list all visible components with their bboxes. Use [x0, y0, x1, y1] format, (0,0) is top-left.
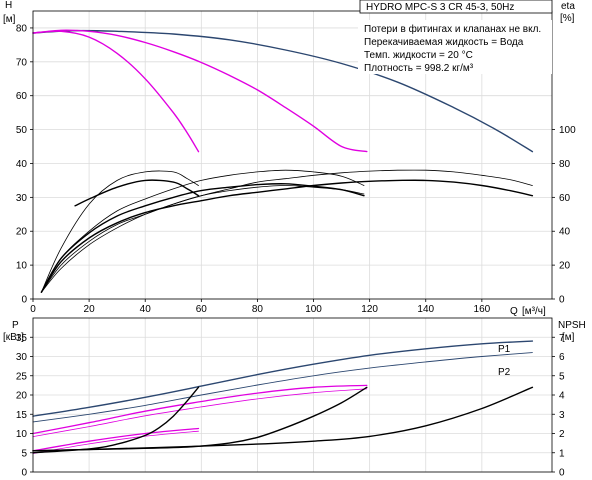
right-tick-label: 6 [559, 352, 565, 363]
right-tick-label: 60 [559, 193, 571, 204]
power-series-line-2 [32, 352, 533, 423]
left-tick-label: 10 [16, 261, 28, 272]
right-tick-label: 7 [559, 333, 565, 344]
right-tick-label: 0 [559, 295, 565, 306]
right-tick-label: 3 [559, 410, 565, 421]
p1-series-label: P1 [498, 344, 511, 355]
conditions-legend: Потери в фитингах и клапанах не вкл. Пер… [358, 20, 552, 74]
head-series-line-7 [41, 169, 533, 293]
power-series-line-6 [32, 430, 199, 454]
right-tick-label: 40 [559, 227, 571, 238]
power-series-line-5 [32, 427, 200, 452]
npsh-axis-label: NPSH [558, 320, 586, 331]
power-npsh-curves [32, 340, 534, 454]
left-tick-label: 20 [16, 391, 28, 402]
legend-line-fittings: Потери в фитингах и клапанах не вкл. [364, 23, 541, 35]
left-tick-label: 0 [21, 468, 27, 479]
left-tick-label: 30 [16, 193, 28, 204]
chart-title: HYDRO MPC-S 3 CR 45-3, 50Hz [366, 2, 514, 13]
x-tick-label: 20 [84, 304, 96, 315]
x-tick-label: 100 [305, 304, 322, 315]
left-tick-label: 50 [16, 125, 28, 136]
x-tick-label: 0 [30, 304, 36, 315]
right-tick-label: 0 [559, 468, 565, 479]
head-axis-label: H [5, 0, 12, 11]
eta-axis-label: eta [561, 1, 575, 12]
left-tick-label: 30 [16, 352, 28, 363]
head-axis-ticks: 0 20 40 60 80 100 120 140 160 0 10 20 30 40 50 60 70 80 0 2… [16, 23, 576, 315]
right-tick-label: 80 [559, 159, 571, 170]
eta-axis-unit: [%] [560, 13, 575, 24]
right-tick-label: 100 [559, 125, 576, 136]
x-tick-label: 140 [417, 304, 434, 315]
x-tick-label: 80 [252, 304, 264, 315]
npsh-axis-unit: [м] [562, 332, 575, 343]
power-series-line-9 [32, 386, 200, 454]
head-plot-frame [32, 10, 553, 300]
legend-line-density: Плотность = 998.2 кг/м³ [364, 63, 474, 74]
flow-axis-label: Q [510, 306, 518, 317]
right-tick-label: 5 [559, 371, 565, 382]
right-tick-label: 1 [559, 448, 565, 459]
head-efficiency-panel: 0 20 40 60 80 100 120 140 160 0 10 20 30 40 50 60 70 80 0 2… [3, 0, 576, 317]
left-tick-label: 0 [21, 295, 27, 306]
left-tick-label: 20 [16, 227, 28, 238]
head-axis-unit: [м] [3, 14, 16, 25]
head-series-line-9 [41, 170, 199, 293]
left-tick-label: 35 [16, 333, 28, 344]
head-series-line-4 [40, 179, 534, 293]
head-series-line-3 [32, 30, 200, 153]
left-tick-label: 80 [16, 23, 28, 34]
head-series-line-10 [41, 185, 365, 293]
x-tick-label: 160 [474, 304, 491, 315]
conditions-legend-bg [358, 20, 552, 74]
x-tick-label: 120 [361, 304, 378, 315]
power-axis-label: P [12, 320, 19, 331]
head-series-line-5 [40, 183, 365, 293]
power-series-line-1 [32, 340, 534, 417]
left-tick-label: 5 [21, 448, 27, 459]
flow-axis-unit: [м³/ч] [522, 306, 546, 317]
head-series-line-2 [32, 29, 368, 153]
right-tick-label: 20 [559, 261, 571, 272]
head-series-line-6 [74, 179, 200, 207]
right-tick-label: 2 [559, 429, 565, 440]
left-tick-label: 70 [16, 57, 28, 68]
power-axis-unit: [кВт] [3, 332, 24, 343]
left-tick-label: 10 [16, 429, 28, 440]
left-tick-label: 60 [16, 91, 28, 102]
head-series-line-8 [41, 169, 365, 293]
chart-title-box [359, 0, 553, 14]
power-series-line-4 [32, 388, 368, 437]
power-series-line-3 [32, 384, 368, 435]
legend-line-temperature: Темп. жидкости = 20 °C [364, 50, 473, 61]
p2-series-label: P2 [498, 367, 511, 378]
left-tick-label: 15 [16, 410, 28, 421]
head-efficiency-curves [32, 29, 534, 293]
power-axis-ticks: 0 5 10 15 20 25 30 35 0 1 2 3 4 5 6 7 [16, 333, 565, 479]
left-tick-label: 25 [16, 371, 28, 382]
power-series-line-8 [32, 386, 368, 452]
right-tick-label: 4 [559, 391, 565, 402]
legend-line-liquid: Перекачиваемая жидкость = Вода [364, 37, 524, 48]
left-tick-label: 40 [16, 159, 28, 170]
x-tick-label: 40 [140, 304, 152, 315]
head-series-line-1 [32, 29, 534, 153]
x-tick-label: 60 [196, 304, 208, 315]
